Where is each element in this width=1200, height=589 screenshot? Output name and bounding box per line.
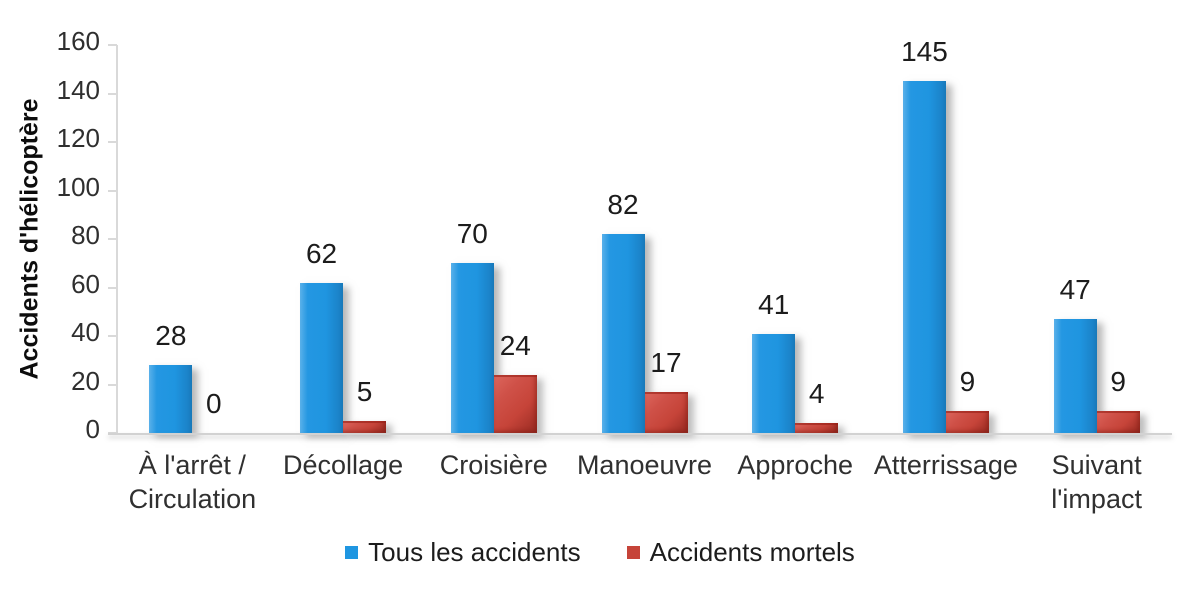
- bar-fatal-accidents: [343, 420, 387, 433]
- y-tick-mark: [108, 141, 117, 143]
- category-label: Décollage: [283, 450, 404, 480]
- legend-swatch-red-icon: [626, 546, 640, 559]
- bar-all-accidents: [149, 365, 193, 433]
- data-label-all-accidents: 62: [305, 237, 338, 269]
- y-tick-label: 60: [71, 268, 100, 299]
- bar-all-accidents: [450, 263, 494, 433]
- data-label-fatal-accidents: 9: [1110, 366, 1126, 398]
- y-tick-mark: [108, 238, 117, 240]
- data-label-all-accidents: 41: [758, 288, 790, 320]
- legend-swatch-blue-icon: [345, 546, 359, 559]
- y-tick-mark: [108, 383, 117, 386]
- bar-all-accidents: [752, 333, 796, 433]
- y-tick-label: 160: [56, 26, 100, 56]
- y-tick-label: 120: [56, 123, 100, 153]
- y-tick-mark: [108, 286, 117, 289]
- bar-fatal-accidents: [1096, 411, 1140, 433]
- data-label-all-accidents: 28: [155, 320, 187, 352]
- y-tick-label: 80: [71, 220, 100, 250]
- category-label: Approche: [737, 450, 853, 480]
- bar-all-accidents: [300, 282, 344, 433]
- data-label-fatal-accidents: 5: [356, 375, 373, 407]
- category-label: Suivant l'impact: [1051, 450, 1142, 514]
- bar-all-accidents: [601, 234, 645, 433]
- bar-fatal-accidents: [795, 423, 839, 433]
- bar-all-accidents: [1053, 319, 1097, 433]
- data-label-all-accidents: 70: [456, 218, 488, 250]
- legend-label-fatal-accidents: Accidents mortels: [649, 537, 855, 567]
- y-tick-mark: [108, 44, 117, 46]
- y-tick-label: 0: [85, 414, 100, 444]
- y-tick-label: 140: [56, 74, 100, 105]
- data-label-fatal-accidents: 24: [499, 329, 531, 361]
- y-axis-line: [116, 45, 118, 435]
- legend-label-all-accidents: Tous les accidents: [368, 537, 581, 567]
- bar-all-accidents: [902, 81, 946, 433]
- legend: Tous les accidents Accidents mortels: [0, 537, 1200, 568]
- y-tick-mark: [108, 189, 117, 192]
- y-tick-mark: [108, 92, 117, 95]
- legend-item-all-accidents: Tous les accidents: [345, 537, 581, 568]
- y-tick-label: 100: [56, 171, 100, 202]
- bar-fatal-accidents: [644, 391, 688, 433]
- data-label-all-accidents: 47: [1059, 274, 1091, 306]
- data-label-fatal-accidents: 17: [650, 346, 682, 378]
- y-tick-mark: [108, 335, 117, 337]
- category-label: À l'arrêt / Circulation: [128, 450, 257, 514]
- legend-item-fatal-accidents: Accidents mortels: [626, 537, 855, 568]
- data-label-all-accidents: 145: [901, 36, 948, 68]
- y-tick-label: 20: [71, 365, 100, 396]
- y-tick-label: 40: [71, 317, 100, 347]
- bar-fatal-accidents: [493, 374, 537, 433]
- x-axis-line: [108, 433, 1172, 435]
- data-label-all-accidents: 82: [607, 189, 639, 221]
- category-label: Croisière: [439, 450, 548, 480]
- data-label-fatal-accidents: 0: [206, 388, 222, 419]
- data-label-fatal-accidents: 9: [959, 366, 976, 398]
- bar-fatal-accidents: [945, 411, 989, 433]
- category-label: Atterrissage: [873, 450, 1018, 480]
- category-label: Manoeuvre: [576, 450, 713, 480]
- data-label-fatal-accidents: 4: [808, 378, 825, 410]
